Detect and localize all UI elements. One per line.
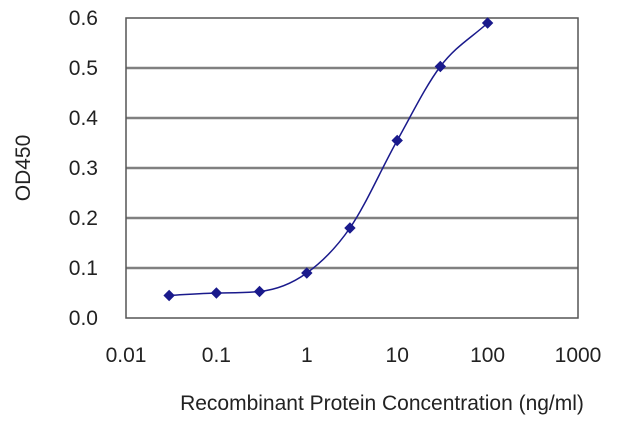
- data-point: [481, 17, 494, 29]
- y-tick-label: 0.3: [69, 157, 98, 180]
- x-tick-label: 0.1: [202, 344, 231, 367]
- x-tick-label: 10: [386, 344, 409, 367]
- data-point: [163, 289, 175, 302]
- x-tick-label: 0.01: [106, 344, 147, 367]
- x-axis-title: Recombinant Protein Concentration (ng/ml…: [180, 392, 584, 415]
- y-tick-label: 0.2: [69, 207, 98, 230]
- y-tick-label: 0.0: [69, 307, 98, 330]
- plot-frame: [125, 17, 579, 319]
- x-tick-label: 1: [301, 344, 313, 367]
- data-points: [163, 17, 494, 302]
- y-tick-label: 0.5: [69, 57, 98, 80]
- data-point: [253, 285, 266, 298]
- y-tick-labels: 0.0 0.1 0.2 0.3 0.4 0.5 0.6: [69, 7, 99, 330]
- data-point: [391, 134, 403, 147]
- data-point: [434, 60, 447, 73]
- y-tick-label: 0.1: [69, 257, 98, 280]
- x-tick-label: 1000: [555, 344, 602, 367]
- y-tick-label: 0.6: [69, 7, 98, 30]
- data-point: [301, 267, 313, 279]
- y-tick-label: 0.4: [69, 107, 99, 130]
- y-axis-title: OD450: [12, 135, 35, 202]
- data-point: [210, 287, 223, 299]
- data-point: [344, 222, 356, 234]
- grid-lines: [126, 66, 578, 270]
- x-tick-labels: 0.01 0.1 1 10 100 1000: [106, 344, 602, 367]
- x-tick-label: 100: [470, 344, 505, 367]
